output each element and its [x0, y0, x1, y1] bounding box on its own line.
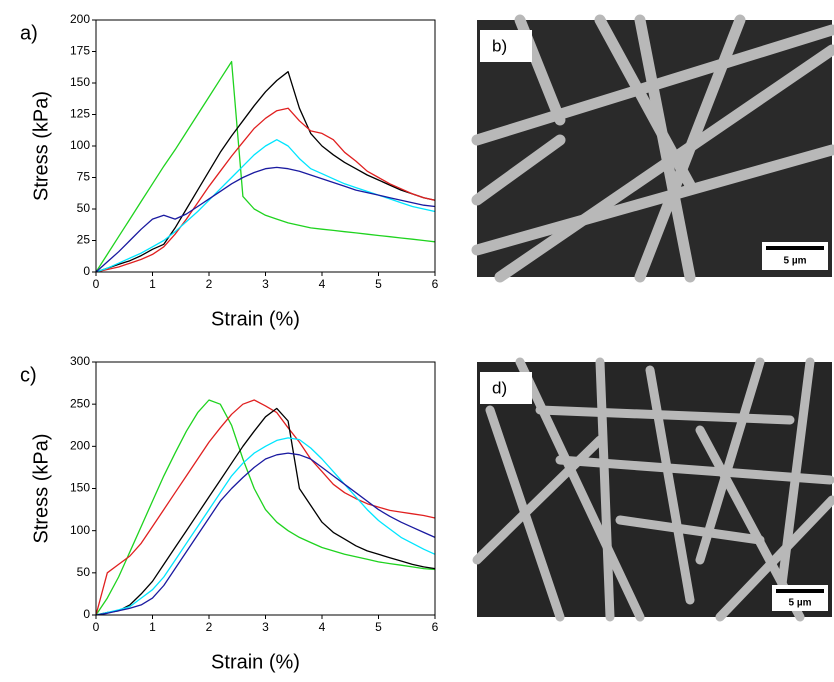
y-tick-label: 250 — [70, 396, 90, 410]
scale-bar-label: 5 µm — [789, 598, 812, 609]
y-tick-label: 125 — [70, 107, 90, 121]
y-tick-label: 200 — [70, 439, 90, 453]
y-tick-label: 175 — [70, 44, 90, 58]
x-tick-label: 0 — [93, 620, 100, 634]
data-line — [95, 60, 436, 273]
panel-label: a) — [20, 22, 38, 44]
fibers — [471, 14, 834, 283]
plot-frame — [95, 361, 436, 616]
panel-label: c) — [20, 364, 37, 386]
x-axis-label: Strain (%) — [211, 651, 300, 673]
x-tick-label: 3 — [262, 277, 269, 291]
scale-bar — [776, 589, 824, 593]
image-label-box — [480, 372, 532, 404]
sem-image: b) 5 µm — [471, 14, 834, 283]
x-tick-label: 5 — [375, 620, 382, 634]
y-tick-label: 50 — [77, 201, 91, 215]
x-tick-label: 3 — [262, 620, 269, 634]
data-line — [95, 437, 436, 616]
image-label: d) — [492, 378, 507, 397]
x-tick-label: 5 — [375, 277, 382, 291]
y-tick-label: 300 — [70, 354, 90, 368]
y-tick-label: 25 — [77, 233, 91, 247]
data-line — [95, 452, 436, 616]
y-tick-label: 200 — [70, 12, 90, 26]
x-tick-label: 1 — [149, 620, 156, 634]
x-tick-label: 2 — [206, 277, 213, 291]
scale-bar-label: 5 µm — [784, 256, 807, 267]
image-label: b) — [492, 36, 507, 55]
x-tick-label: 6 — [432, 277, 439, 291]
fibers — [472, 357, 834, 622]
y-axis-label: Stress (kPa) — [30, 91, 52, 201]
x-axis-label: Strain (%) — [211, 308, 300, 330]
scale-bar — [766, 246, 824, 250]
y-tick-label: 75 — [77, 170, 91, 184]
x-tick-label: 0 — [93, 277, 100, 291]
x-tick-label: 2 — [206, 620, 213, 634]
y-tick-label: 150 — [70, 75, 90, 89]
data-line — [95, 407, 436, 616]
y-axis-label: Stress (kPa) — [30, 433, 52, 543]
data-line — [95, 107, 436, 273]
data-line — [95, 399, 436, 616]
data-line — [95, 166, 436, 273]
data-line — [95, 399, 436, 616]
y-tick-label: 0 — [83, 264, 90, 278]
x-tick-label: 6 — [432, 620, 439, 634]
data-line — [95, 71, 436, 273]
y-tick-label: 0 — [83, 607, 90, 621]
sem-image: d) 5 µm — [472, 357, 834, 622]
image-label-box — [480, 30, 532, 62]
y-tick-label: 100 — [70, 138, 90, 152]
x-tick-label: 1 — [149, 277, 156, 291]
y-tick-label: 50 — [77, 565, 91, 579]
y-tick-label: 150 — [70, 481, 90, 495]
x-tick-label: 4 — [319, 620, 326, 634]
x-tick-label: 4 — [319, 277, 326, 291]
y-tick-label: 100 — [70, 523, 90, 537]
